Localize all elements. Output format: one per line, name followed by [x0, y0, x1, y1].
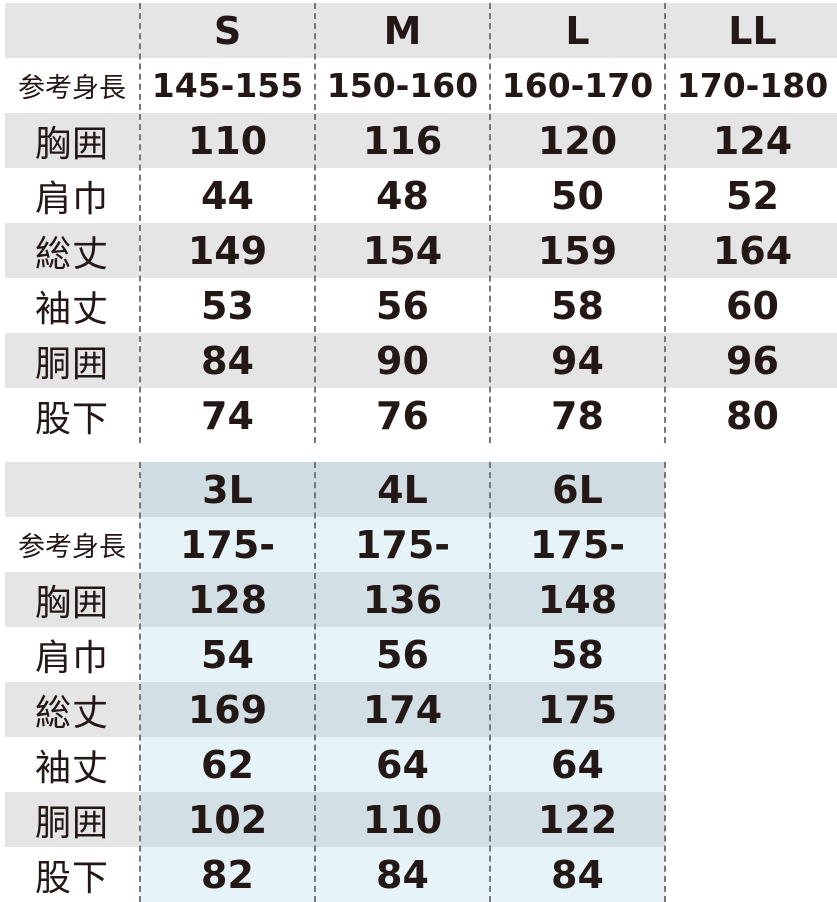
value-cell: 136 — [315, 572, 490, 627]
value-cell: 159 — [490, 223, 665, 278]
column-header: L — [490, 3, 665, 58]
value-cell: 94 — [490, 333, 665, 388]
column-header: 4L — [315, 462, 490, 517]
value-cell: 74 — [201, 393, 254, 438]
row-label: 参考身長 — [18, 73, 126, 104]
value-cell: 60 — [726, 283, 779, 328]
row-label: 胴囲 — [5, 333, 139, 388]
column-header: 3L — [140, 462, 315, 517]
row-label: 肩巾 — [34, 637, 109, 679]
value-cell: 116 — [315, 113, 490, 168]
value-cell: 44 — [201, 173, 254, 218]
row-label: 総丈 — [5, 223, 139, 278]
value-cell: 82 — [140, 847, 315, 902]
row-label: 胴囲 — [5, 792, 139, 847]
value-cell: 170-180 — [676, 66, 829, 105]
value-cell: 169 — [140, 682, 315, 737]
value-cell: 54 — [140, 627, 315, 682]
value-cell: 102 — [140, 792, 315, 847]
value-cell: 145-155 — [151, 66, 304, 105]
value-cell: 175- — [490, 517, 665, 572]
column-divider — [664, 3, 666, 443]
value-cell: 84 — [490, 847, 665, 902]
value-cell: 120 — [490, 113, 665, 168]
row-label: 総丈 — [5, 682, 139, 737]
column-header: M — [315, 3, 490, 58]
value-cell: 78 — [551, 393, 604, 438]
value-cell: 56 — [315, 627, 490, 682]
column-divider — [139, 462, 141, 902]
row-label: 股下 — [34, 857, 109, 899]
value-cell: 174 — [315, 682, 490, 737]
value-cell: 50 — [551, 173, 604, 218]
column-divider — [664, 462, 666, 902]
value-cell: 96 — [665, 333, 837, 388]
value-cell: 52 — [726, 173, 779, 218]
column-divider — [489, 3, 491, 443]
row-label: 袖丈 — [34, 288, 109, 330]
row-label: 袖丈 — [34, 747, 109, 789]
row-label: 股下 — [34, 398, 109, 440]
row-label: 参考身長 — [18, 532, 126, 563]
value-cell: 56 — [376, 283, 429, 328]
column-header: LL — [665, 3, 837, 58]
value-cell: 62 — [140, 737, 315, 792]
column-divider — [139, 3, 141, 443]
value-cell: 110 — [140, 113, 315, 168]
value-cell: 164 — [665, 223, 837, 278]
value-cell: 110 — [315, 792, 490, 847]
row-label: 胸囲 — [5, 572, 139, 627]
value-cell: 124 — [665, 113, 837, 168]
value-cell: 122 — [490, 792, 665, 847]
value-cell: 64 — [490, 737, 665, 792]
value-cell: 128 — [140, 572, 315, 627]
row-label: 胸囲 — [5, 113, 139, 168]
value-cell: 150-160 — [326, 66, 479, 105]
value-cell: 80 — [726, 393, 779, 438]
column-divider — [489, 462, 491, 902]
value-cell: 48 — [376, 173, 429, 218]
value-cell: 84 — [140, 333, 315, 388]
value-cell: 84 — [315, 847, 490, 902]
column-divider — [314, 462, 316, 902]
column-header: S — [140, 3, 315, 58]
value-cell: 76 — [376, 393, 429, 438]
value-cell: 175 — [490, 682, 665, 737]
value-cell: 175- — [140, 517, 315, 572]
value-cell: 175- — [315, 517, 490, 572]
value-cell: 53 — [201, 283, 254, 328]
header-corner — [5, 3, 139, 58]
value-cell: 148 — [490, 572, 665, 627]
value-cell: 64 — [315, 737, 490, 792]
column-header: 6L — [490, 462, 665, 517]
value-cell: 149 — [140, 223, 315, 278]
column-divider — [314, 3, 316, 443]
row-label: 肩巾 — [34, 178, 109, 220]
header-corner — [5, 462, 139, 517]
value-cell: 160-170 — [501, 66, 654, 105]
value-cell: 154 — [315, 223, 490, 278]
value-cell: 58 — [551, 283, 604, 328]
value-cell: 90 — [315, 333, 490, 388]
value-cell: 58 — [490, 627, 665, 682]
